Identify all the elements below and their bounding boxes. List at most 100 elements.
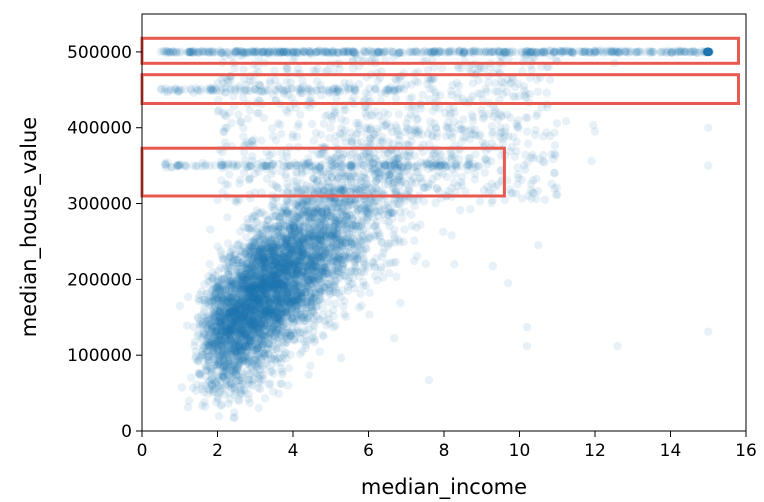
scatter-point	[351, 220, 360, 229]
scatter-point	[306, 279, 315, 288]
scatter-point	[251, 321, 260, 330]
scatter-point	[270, 289, 280, 298]
scatter-point	[273, 312, 282, 322]
scatter-point	[271, 270, 280, 280]
scatter-point	[309, 235, 318, 244]
scatter-point	[261, 234, 270, 243]
scatter-point	[352, 254, 361, 263]
scatter-point	[316, 271, 325, 281]
scatter-point	[237, 355, 247, 364]
scatter-point	[400, 225, 409, 234]
scatter-point	[329, 222, 339, 232]
scatter-point	[269, 280, 278, 290]
scatter-point	[257, 335, 266, 344]
scatter-point	[287, 301, 296, 310]
scatter-point	[365, 288, 374, 297]
scatter-point	[237, 321, 246, 330]
scatter-point	[239, 272, 248, 282]
scatter-point	[223, 213, 232, 222]
scatter-point	[302, 244, 311, 253]
scatter-point	[269, 280, 278, 290]
scatter-point	[296, 283, 305, 292]
scatter-point	[366, 197, 376, 206]
scatter-point	[249, 275, 259, 284]
scatter-point	[219, 352, 228, 361]
scatter-point	[235, 342, 244, 351]
scatter-point	[211, 335, 221, 344]
scatter-point	[337, 186, 346, 195]
scatter-point	[428, 106, 438, 116]
scatter-point	[315, 295, 324, 304]
scatter-point	[209, 316, 219, 325]
scatter-point	[241, 292, 251, 302]
scatter-point	[293, 263, 302, 272]
scatter-point	[219, 274, 228, 283]
scatter-point	[316, 267, 326, 277]
scatter-point	[361, 204, 371, 213]
scatter-point	[315, 347, 324, 356]
scatter-point	[275, 215, 284, 225]
scatter-point	[254, 403, 263, 413]
scatter-point	[254, 311, 263, 320]
scatter-point	[243, 298, 252, 307]
scatter-point	[261, 312, 270, 321]
scatter-point	[217, 294, 226, 303]
scatter-point	[296, 310, 305, 319]
scatter-point	[290, 300, 299, 309]
scatter-point	[256, 384, 265, 394]
scatter-point	[352, 248, 361, 257]
scatter-point	[260, 320, 269, 330]
scatter-point	[209, 309, 218, 318]
scatter-point	[447, 151, 457, 160]
scatter-point	[274, 285, 283, 294]
scatter-point	[254, 333, 263, 343]
scatter-point	[245, 294, 254, 304]
scatter-point	[247, 315, 256, 324]
scatter-point	[313, 206, 323, 215]
scatter-point	[285, 224, 294, 233]
scatter-point	[240, 310, 249, 320]
scatter-point	[278, 290, 287, 299]
scatter-point	[309, 308, 319, 317]
scatter-point	[266, 286, 275, 295]
scatter-point	[283, 281, 293, 290]
scatter-point	[269, 295, 279, 304]
scatter-point	[331, 216, 340, 225]
scatter-point	[208, 275, 218, 284]
scatter-point	[230, 317, 240, 326]
scatter-point	[257, 258, 266, 268]
scatter-point	[307, 231, 316, 240]
scatter-point	[352, 172, 361, 181]
scatter-point	[244, 302, 253, 311]
scatter-point	[269, 369, 278, 378]
scatter-point	[412, 251, 422, 261]
scatter-point	[195, 290, 204, 299]
scatter-point	[277, 379, 286, 388]
scatter-point	[369, 214, 378, 223]
scatter-point	[366, 158, 375, 167]
scatter-point	[253, 249, 262, 259]
scatter-point	[313, 218, 322, 227]
scatter-point	[251, 233, 261, 243]
scatter-point	[350, 284, 360, 293]
scatter-point	[221, 317, 230, 326]
scatter-point	[257, 285, 266, 295]
scatter-point	[341, 312, 351, 321]
scatter-point	[359, 267, 369, 277]
scatter-point	[254, 241, 264, 251]
scatter-point	[394, 160, 404, 170]
scatter-point	[368, 167, 377, 176]
scatter-point	[357, 222, 366, 231]
scatter-point	[320, 203, 330, 212]
scatter-point	[301, 204, 310, 213]
scatter-point	[244, 287, 253, 296]
scatter-point	[322, 173, 332, 183]
scatter-point	[234, 284, 243, 293]
scatter-point	[260, 322, 269, 331]
scatter-point	[244, 375, 253, 384]
scatter-point	[226, 341, 236, 350]
scatter-point	[277, 250, 287, 259]
scatter-point	[204, 358, 214, 367]
scatter-point	[344, 234, 353, 243]
scatter-point	[277, 260, 286, 270]
